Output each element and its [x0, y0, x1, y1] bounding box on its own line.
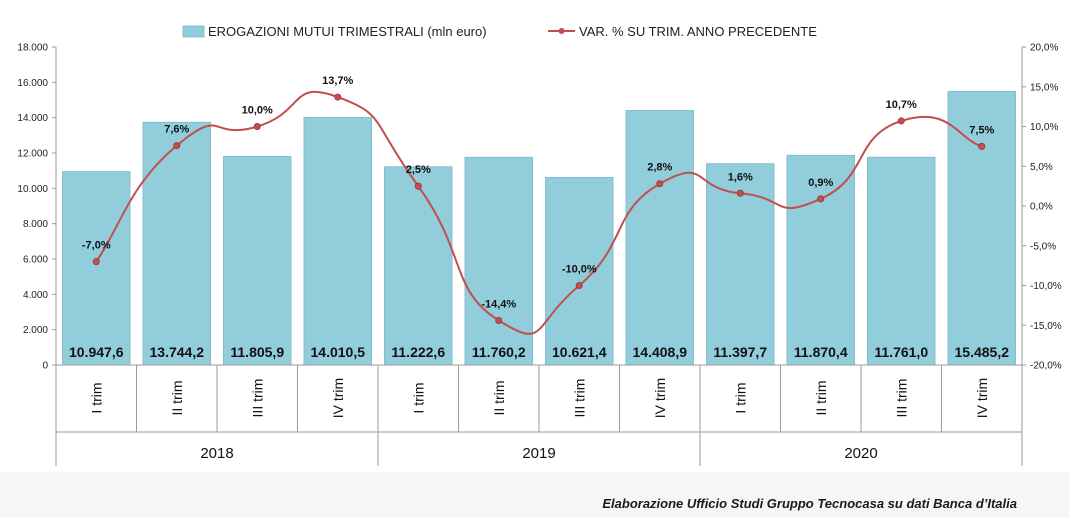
line-value-label: 13,7% — [322, 75, 353, 87]
line-value-label: 7,6% — [164, 124, 189, 136]
bar-data-labels: 10.947,6 13.744,2 11.805,9 14.010,5 11.222,6… — [69, 344, 1009, 360]
line-value-label: 10,0% — [242, 105, 273, 117]
bar — [303, 117, 372, 366]
bar-value-label: 11.761,0 — [874, 344, 928, 360]
bar-series — [62, 91, 1016, 366]
line-point — [92, 258, 100, 266]
right-tick-label: 10,0% — [1030, 122, 1058, 133]
chart-area: EROGAZIONI MUTUI TRIMESTRALI (mln euro) V… — [17, 24, 1062, 466]
line-value-label: -14,4% — [481, 298, 516, 310]
left-tick-label: 2.000 — [23, 325, 48, 336]
left-tick-label: 0 — [42, 361, 48, 372]
line-point — [173, 142, 181, 150]
category-label: III trim — [249, 379, 265, 418]
line-value-label: 7,5% — [969, 124, 994, 136]
category-label: II trim — [491, 381, 507, 416]
right-tick-label: -10,0% — [1030, 281, 1062, 292]
bar-value-label: 10.621,4 — [552, 344, 607, 360]
line-point — [253, 123, 261, 131]
line-point — [736, 189, 744, 197]
right-tick-label: -5,0% — [1030, 241, 1056, 252]
footer: Elaborazione Ufficio Studi Gruppo Tecnoc… — [0, 472, 1069, 518]
bar — [384, 166, 453, 366]
legend-line-marker — [558, 28, 565, 34]
bar — [867, 156, 936, 366]
bar-value-label: 11.222,6 — [391, 344, 445, 360]
bar-value-label: 13.744,2 — [150, 344, 205, 360]
line-point — [575, 281, 583, 289]
legend-bar-label: EROGAZIONI MUTUI TRIMESTRALI (mln euro) — [208, 24, 487, 39]
line-point — [334, 93, 342, 101]
right-tick-label: -15,0% — [1030, 321, 1062, 332]
category-label: IV trim — [974, 378, 990, 418]
right-tick-label: 0,0% — [1030, 202, 1053, 213]
x-axis: I trim II trim III trim IV trim I trim II tri… — [55, 364, 1023, 466]
line-point — [897, 117, 905, 125]
source-note: Elaborazione Ufficio Studi Gruppo Tecnoc… — [602, 496, 1017, 511]
bar — [464, 156, 533, 366]
line-point — [495, 316, 503, 324]
left-tick-label: 18.000 — [17, 43, 48, 54]
right-axis: -20,0% -15,0% -10,0% -5,0% 0,0% 5,0% 10,0% 15,0… — [1021, 43, 1062, 372]
category-label: III trim — [571, 379, 587, 418]
category-label: IV trim — [330, 378, 346, 418]
left-tick-label: 10.000 — [17, 184, 48, 195]
line-value-label: 10,7% — [886, 99, 917, 111]
line-value-label: -7,0% — [82, 240, 111, 252]
combo-chart: EROGAZIONI MUTUI TRIMESTRALI (mln euro) V… — [17, 24, 1062, 466]
bar — [142, 121, 211, 366]
bar — [62, 171, 131, 366]
bar-value-label: 14.408,9 — [633, 344, 688, 360]
bar-value-label: 11.805,9 — [230, 344, 284, 360]
left-tick-label: 4.000 — [23, 290, 48, 301]
right-tick-label: 20,0% — [1030, 43, 1058, 54]
line-value-label: 1,6% — [728, 171, 753, 183]
bar-value-label: 14.010,5 — [311, 344, 366, 360]
bar-value-label: 11.870,4 — [794, 344, 848, 360]
line-point — [414, 182, 422, 190]
left-tick-label: 12.000 — [17, 149, 48, 160]
bar — [625, 110, 694, 366]
right-tick-label: 5,0% — [1030, 162, 1053, 173]
left-axis: 0 2.000 4.000 6.000 8.000 10.000 12.000 14.000 1… — [17, 43, 57, 372]
bar-value-label: 15.485,2 — [955, 344, 1010, 360]
bar — [223, 156, 292, 366]
left-tick-label: 14.000 — [17, 113, 48, 124]
year-label: 2018 — [200, 445, 233, 462]
bar — [786, 154, 855, 366]
right-tick-label: 15,0% — [1030, 82, 1058, 93]
line-point — [656, 180, 664, 188]
line-value-label: 2,5% — [406, 164, 431, 176]
category-label: I trim — [410, 382, 426, 413]
year-label: 2019 — [522, 445, 555, 462]
bar — [947, 91, 1016, 366]
line-point — [978, 142, 986, 150]
left-tick-label: 8.000 — [23, 219, 48, 230]
line-data-labels: -7,0% 7,6% 10,0% 13,7% 2,5% -14,4% -10,0% 2,8% 1… — [82, 75, 995, 310]
legend-bar-swatch — [182, 25, 205, 38]
line-value-label: 2,8% — [647, 162, 672, 174]
category-label: I trim — [88, 382, 104, 413]
left-tick-label: 16.000 — [17, 78, 48, 89]
category-label: IV trim — [652, 378, 668, 418]
category-label: III trim — [893, 379, 909, 418]
bar-value-label: 11.397,7 — [713, 344, 767, 360]
legend: EROGAZIONI MUTUI TRIMESTRALI (mln euro) V… — [182, 24, 817, 39]
line-value-label: -10,0% — [562, 264, 597, 276]
category-label: II trim — [169, 381, 185, 416]
left-tick-label: 6.000 — [23, 255, 48, 266]
category-label: II trim — [813, 381, 829, 416]
line-point — [817, 195, 825, 203]
line-value-label: 0,9% — [808, 177, 833, 189]
legend-line-label: VAR. % SU TRIM. ANNO PRECEDENTE — [579, 24, 817, 39]
right-tick-label: -20,0% — [1030, 361, 1062, 372]
category-label: I trim — [732, 382, 748, 413]
bar-value-label: 11.760,2 — [472, 344, 526, 360]
year-label: 2020 — [844, 445, 877, 462]
line-series — [92, 91, 986, 335]
bar-value-label: 10.947,6 — [69, 344, 124, 360]
